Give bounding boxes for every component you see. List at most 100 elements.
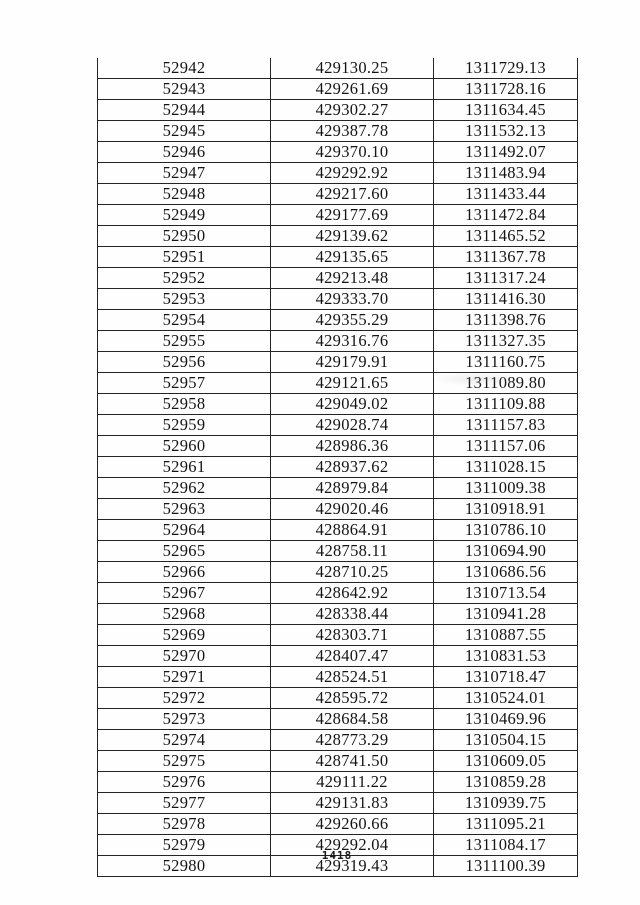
y-coordinate-cell: 1311028.15 <box>433 456 578 478</box>
x-coordinate-cell: 428773.29 <box>270 729 434 751</box>
point-id-cell: 52969 <box>97 624 271 646</box>
table-row: 52943 429261.69 1311728.16 <box>97 78 578 100</box>
x-coordinate-cell: 428407.47 <box>270 645 434 667</box>
point-id-cell: 52942 <box>97 58 271 79</box>
table-row: 52971 428524.51 1310718.47 <box>97 666 578 688</box>
x-coordinate-cell: 429292.92 <box>270 162 434 184</box>
table-row: 52968 428338.44 1310941.28 <box>97 603 578 625</box>
y-coordinate-cell: 1311109.88 <box>433 393 578 415</box>
y-coordinate-cell: 1310694.90 <box>433 540 578 562</box>
point-id-cell: 52944 <box>97 99 271 121</box>
x-coordinate-cell: 429370.10 <box>270 141 434 163</box>
x-coordinate-cell: 428986.36 <box>270 435 434 457</box>
point-id-cell: 52963 <box>97 498 271 520</box>
point-id-cell: 52959 <box>97 414 271 436</box>
x-coordinate-cell: 429131.83 <box>270 792 434 814</box>
table-row: 52973 428684.58 1310469.96 <box>97 708 578 730</box>
y-coordinate-cell: 1311465.52 <box>433 225 578 247</box>
y-coordinate-cell: 1311100.39 <box>433 855 578 877</box>
point-id-cell: 52966 <box>97 561 271 583</box>
y-coordinate-cell: 1311317.24 <box>433 267 578 289</box>
y-coordinate-cell: 1311483.94 <box>433 162 578 184</box>
table-row: 52963 429020.46 1310918.91 <box>97 498 578 520</box>
x-coordinate-cell: 429179.91 <box>270 351 434 373</box>
x-coordinate-cell: 429261.69 <box>270 78 434 100</box>
y-coordinate-cell: 1311532.13 <box>433 120 578 142</box>
table-row: 52970 428407.47 1310831.53 <box>97 645 578 667</box>
table-row: 52944 429302.27 1311634.45 <box>97 99 578 121</box>
table-row: 52948 429217.60 1311433.44 <box>97 183 578 205</box>
x-coordinate-cell: 428338.44 <box>270 603 434 625</box>
x-coordinate-cell: 428741.50 <box>270 750 434 772</box>
x-coordinate-cell: 429355.29 <box>270 309 434 331</box>
y-coordinate-cell: 1310887.55 <box>433 624 578 646</box>
point-id-cell: 52965 <box>97 540 271 562</box>
y-coordinate-cell: 1311492.07 <box>433 141 578 163</box>
y-coordinate-cell: 1310918.91 <box>433 498 578 520</box>
y-coordinate-cell: 1310504.15 <box>433 729 578 751</box>
y-coordinate-cell: 1310831.53 <box>433 645 578 667</box>
point-id-cell: 52974 <box>97 729 271 751</box>
table-body: 52942 429130.25 1311729.13 52943 429261.69 13… <box>97 58 578 877</box>
table-row: 52980 429319.43 1311100.39 <box>97 855 578 877</box>
point-id-cell: 52980 <box>97 855 271 877</box>
point-id-cell: 52947 <box>97 162 271 184</box>
point-id-cell: 52962 <box>97 477 271 499</box>
x-coordinate-cell: 429130.25 <box>270 58 434 79</box>
point-id-cell: 52951 <box>97 246 271 268</box>
point-id-cell: 52967 <box>97 582 271 604</box>
point-id-cell: 52954 <box>97 309 271 331</box>
y-coordinate-cell: 1310469.96 <box>433 708 578 730</box>
table-row: 52976 429111.22 1310859.28 <box>97 771 578 793</box>
point-id-cell: 52945 <box>97 120 271 142</box>
x-coordinate-cell: 428710.25 <box>270 561 434 583</box>
x-coordinate-cell: 428642.92 <box>270 582 434 604</box>
y-coordinate-cell: 1311089.80 <box>433 372 578 394</box>
table-row: 52965 428758.11 1310694.90 <box>97 540 578 562</box>
x-coordinate-cell: 429387.78 <box>270 120 434 142</box>
x-coordinate-cell: 428684.58 <box>270 708 434 730</box>
point-id-cell: 52952 <box>97 267 271 289</box>
table-row: 52972 428595.72 1310524.01 <box>97 687 578 709</box>
x-coordinate-cell: 428595.72 <box>270 687 434 709</box>
point-id-cell: 52957 <box>97 372 271 394</box>
table-row: 52977 429131.83 1310939.75 <box>97 792 578 814</box>
y-coordinate-cell: 1310713.54 <box>433 582 578 604</box>
table-row: 52974 428773.29 1310504.15 <box>97 729 578 751</box>
point-id-cell: 52968 <box>97 603 271 625</box>
table-row: 52955 429316.76 1311327.35 <box>97 330 578 352</box>
y-coordinate-cell: 1311009.38 <box>433 477 578 499</box>
point-id-cell: 52953 <box>97 288 271 310</box>
table-row: 52952 429213.48 1311317.24 <box>97 267 578 289</box>
table-row: 52945 429387.78 1311532.13 <box>97 120 578 142</box>
y-coordinate-cell: 1310859.28 <box>433 771 578 793</box>
x-coordinate-cell: 428303.71 <box>270 624 434 646</box>
x-coordinate-cell: 429260.66 <box>270 813 434 835</box>
x-coordinate-cell: 428864.91 <box>270 519 434 541</box>
x-coordinate-cell: 429121.65 <box>270 372 434 394</box>
point-id-cell: 52971 <box>97 666 271 688</box>
point-id-cell: 52961 <box>97 456 271 478</box>
point-id-cell: 52950 <box>97 225 271 247</box>
table-row: 52956 429179.91 1311160.75 <box>97 351 578 373</box>
point-id-cell: 52948 <box>97 183 271 205</box>
x-coordinate-cell: 428979.84 <box>270 477 434 499</box>
y-coordinate-cell: 1311472.84 <box>433 204 578 226</box>
point-id-cell: 52955 <box>97 330 271 352</box>
x-coordinate-cell: 429333.70 <box>270 288 434 310</box>
y-coordinate-cell: 1310941.28 <box>433 603 578 625</box>
y-coordinate-cell: 1311398.76 <box>433 309 578 331</box>
table-row: 52966 428710.25 1310686.56 <box>97 561 578 583</box>
y-coordinate-cell: 1310718.47 <box>433 666 578 688</box>
page-number: 1418 <box>321 849 353 862</box>
x-coordinate-cell: 429028.74 <box>270 414 434 436</box>
table-row: 52947 429292.92 1311483.94 <box>97 162 578 184</box>
table-row: 52967 428642.92 1310713.54 <box>97 582 578 604</box>
table-row: 52962 428979.84 1311009.38 <box>97 477 578 499</box>
x-coordinate-cell: 429049.02 <box>270 393 434 415</box>
x-coordinate-cell: 429177.69 <box>270 204 434 226</box>
y-coordinate-cell: 1310686.56 <box>433 561 578 583</box>
y-coordinate-cell: 1310939.75 <box>433 792 578 814</box>
point-id-cell: 52949 <box>97 204 271 226</box>
